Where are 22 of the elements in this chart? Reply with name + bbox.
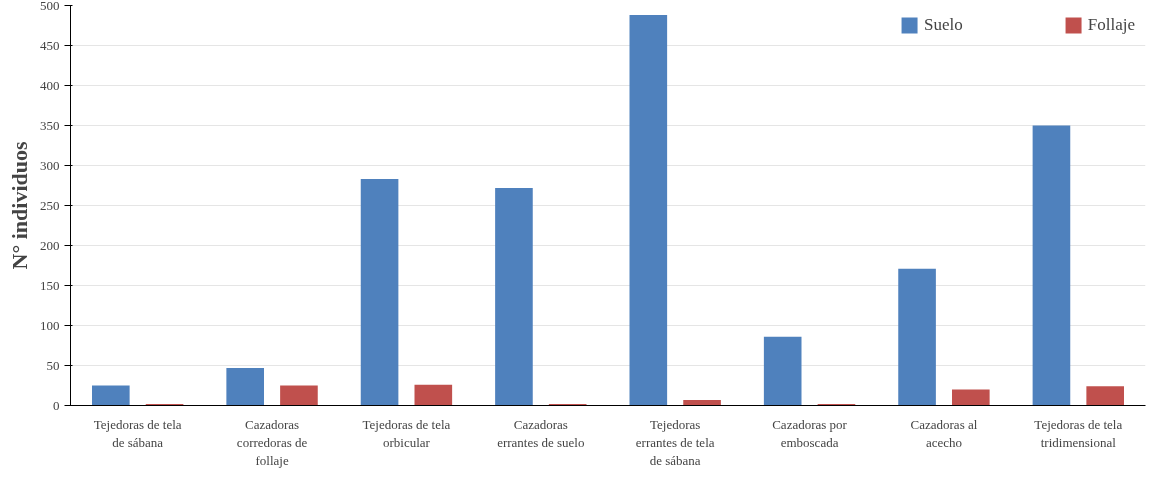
y-tick-label: 350 — [40, 117, 60, 133]
y-tick-label: 250 — [40, 197, 60, 213]
legend-label: Suelo — [924, 15, 963, 35]
y-axis-title: N° individuos — [7, 141, 32, 270]
x-tick-label: Cazadoras por emboscada — [772, 416, 848, 450]
y-tick-label: 50 — [46, 357, 60, 373]
x-tick-label: Cazadoras errantes de suelo — [497, 416, 585, 450]
y-tick-label: 300 — [40, 157, 60, 173]
x-tick-label: Tejedoras de tela tridimensional — [1034, 416, 1123, 450]
x-tick-label: Tejedoras errantes de tela de sábana — [635, 416, 715, 468]
y-tick-label: 150 — [40, 277, 60, 293]
y-tick-label: 0 — [53, 397, 60, 413]
y-tick-label: 200 — [40, 237, 60, 253]
y-tick-label: 400 — [40, 77, 60, 93]
y-tick-label: 450 — [40, 37, 60, 53]
x-tick-label: Cazadoras corredoras de follaje — [236, 416, 308, 468]
x-tick-label: Tejedoras de tela de sábana — [93, 416, 182, 450]
y-tick-label: 500 — [40, 0, 60, 13]
x-tick-label: Tejedoras de tela orbicular — [362, 416, 451, 450]
y-tick-label: 100 — [40, 317, 60, 333]
x-tick-label: Cazadoras al acecho — [910, 416, 978, 450]
legend-label: Follaje — [1087, 15, 1135, 35]
